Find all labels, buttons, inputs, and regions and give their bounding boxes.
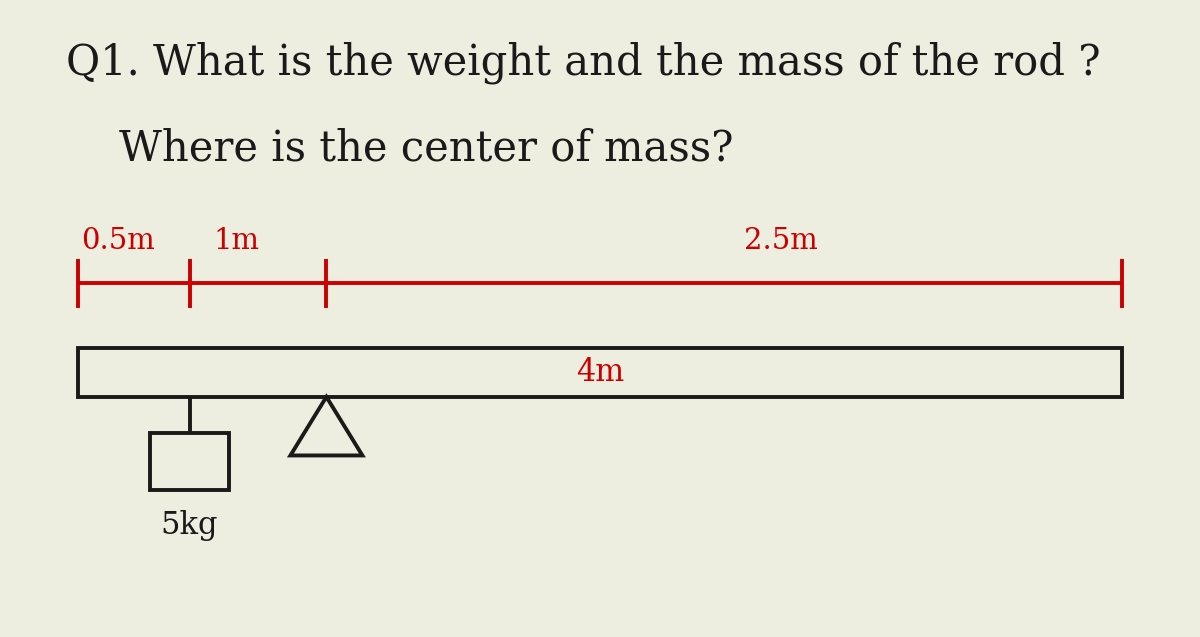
Bar (78, 348, 1122, 397)
Bar (150, 433, 229, 490)
Text: 4m: 4m (576, 357, 624, 388)
Text: Where is the center of mass?: Where is the center of mass? (66, 127, 733, 169)
Text: 2.5m: 2.5m (744, 227, 817, 255)
Text: 1m: 1m (214, 227, 259, 255)
Text: Q1. What is the weight and the mass of the rod ?: Q1. What is the weight and the mass of t… (66, 41, 1100, 84)
Polygon shape (290, 397, 362, 455)
Text: 0.5m: 0.5m (82, 227, 155, 255)
Text: 5kg: 5kg (161, 510, 218, 541)
